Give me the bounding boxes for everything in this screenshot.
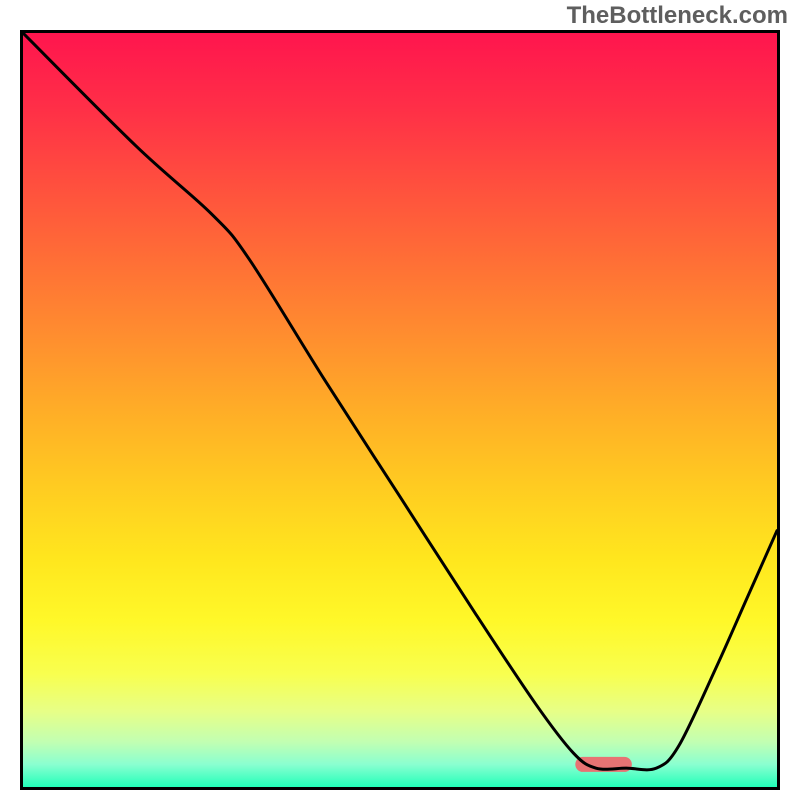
attribution-text: TheBottleneck.com (567, 2, 788, 30)
plot-area (20, 30, 780, 790)
chart-container: TheBottleneck.com (0, 0, 800, 800)
curve-layer (23, 33, 777, 787)
bottleneck-curve (23, 33, 777, 770)
